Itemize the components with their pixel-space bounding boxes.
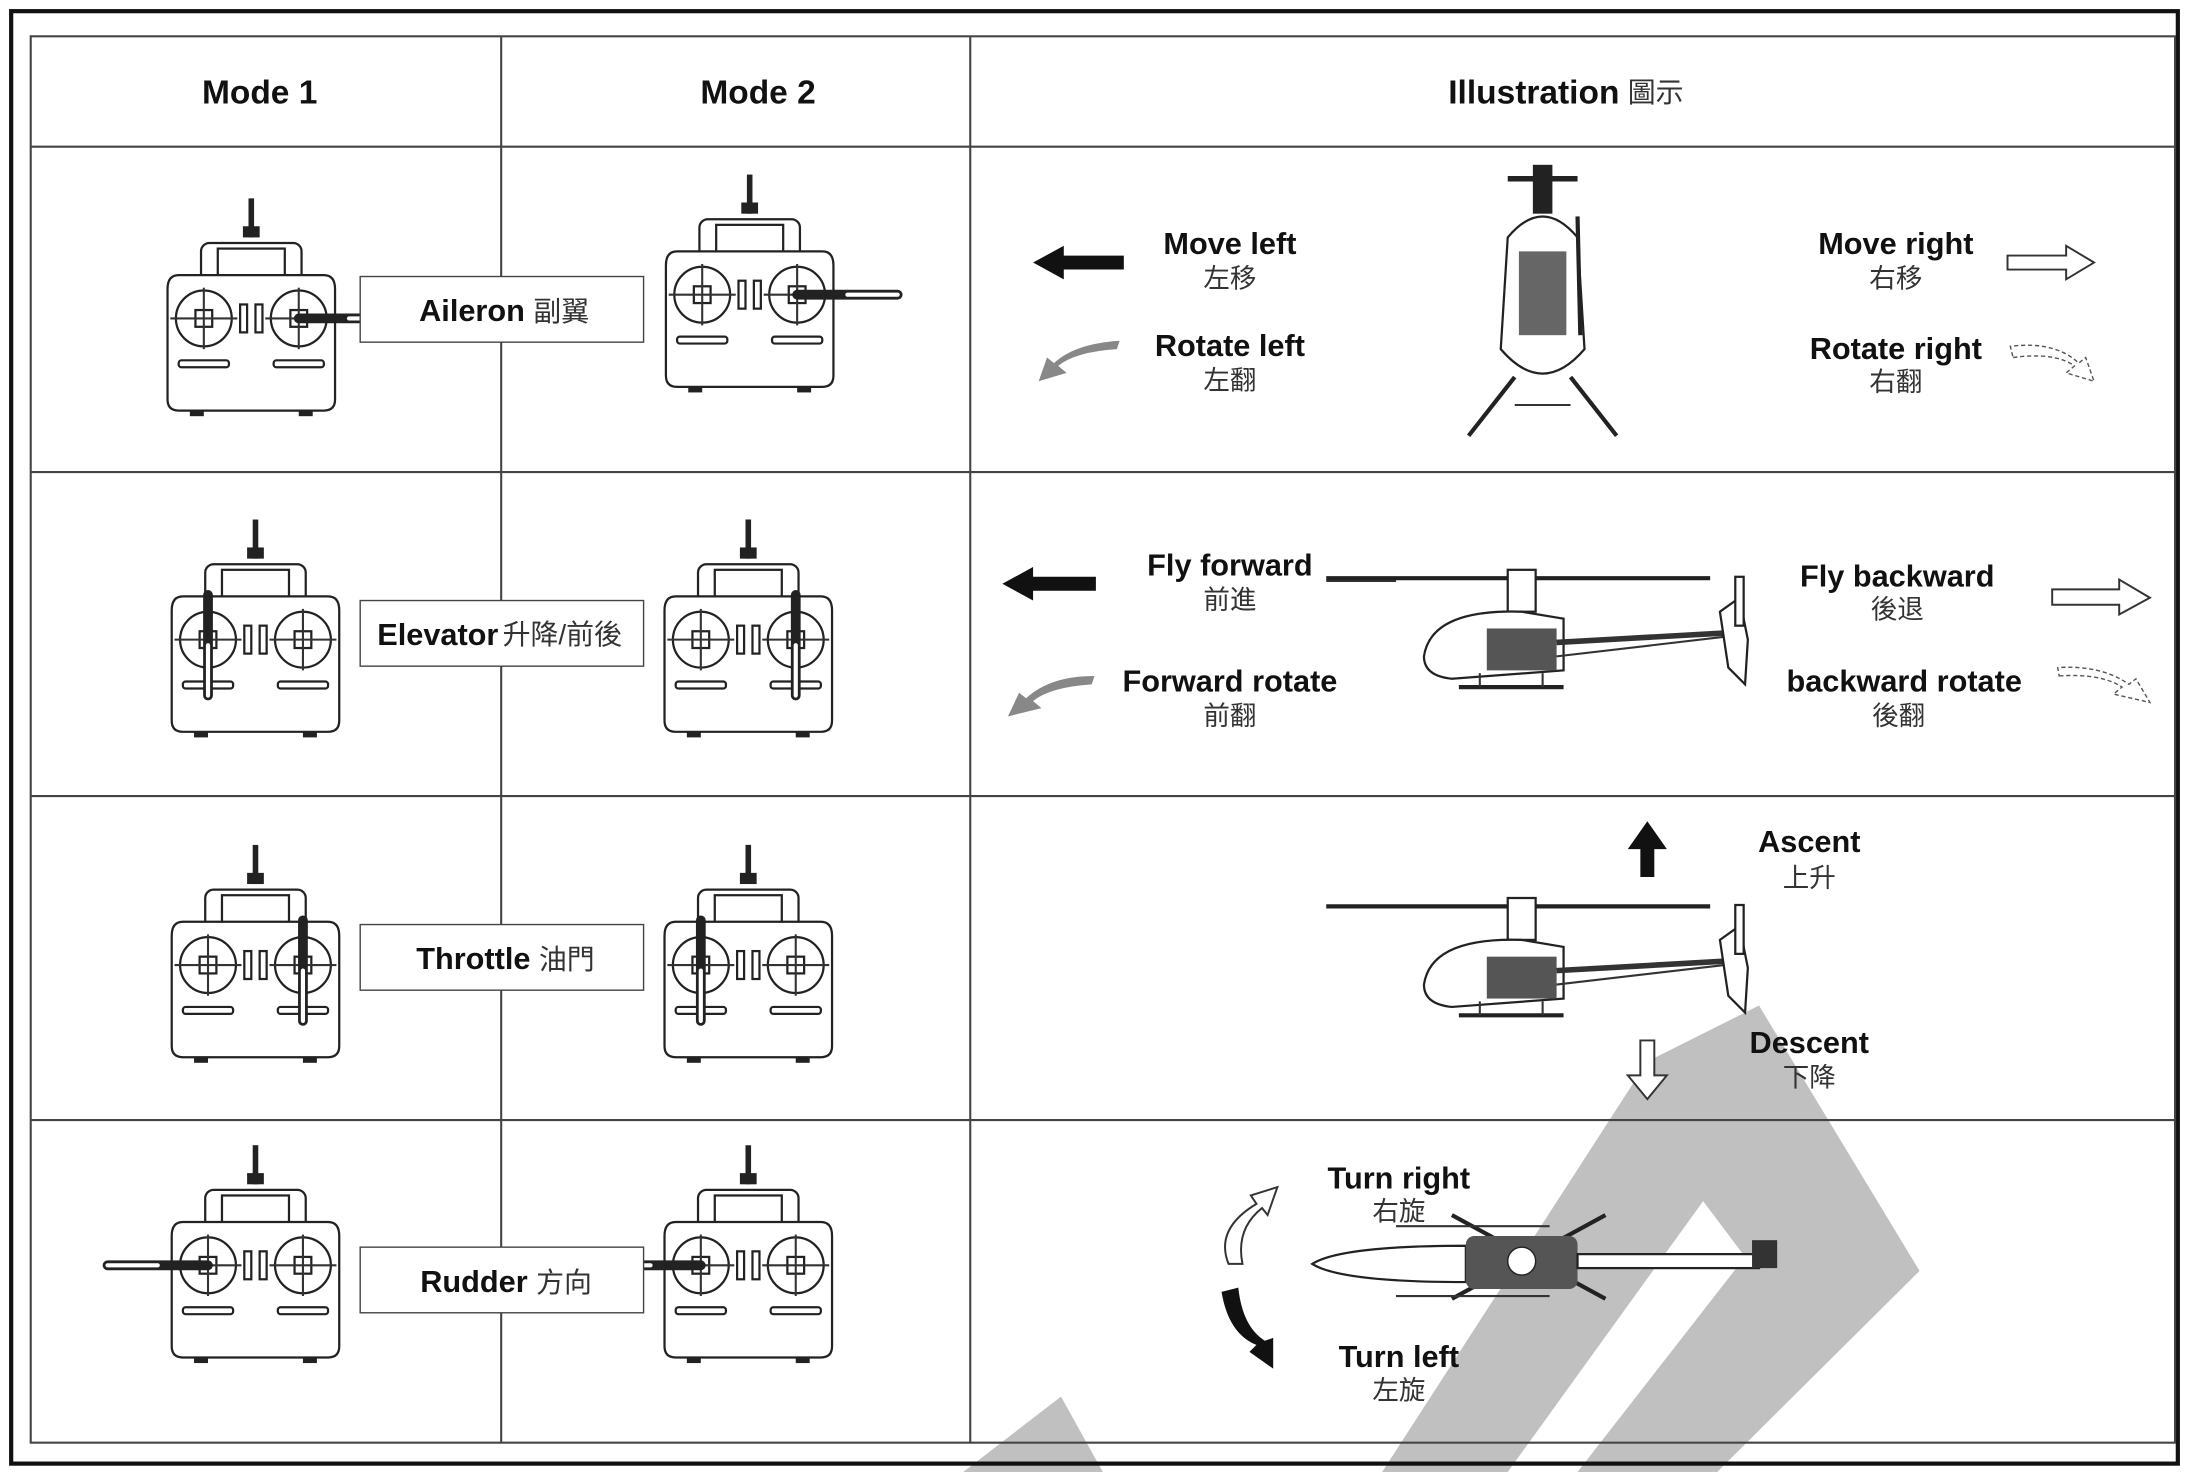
motion-label: Forward rotate — [1122, 663, 1337, 698]
arrow-turn-right — [1224, 1185, 1279, 1265]
transmitter-body — [172, 1145, 340, 1363]
transmitter — [665, 845, 833, 1063]
motion-label-zh: 前翻 — [1203, 701, 1256, 731]
arrow-forward-rotate — [1007, 675, 1095, 717]
motion-label-zh: 左翻 — [1203, 366, 1256, 396]
transmitter — [172, 520, 340, 738]
arrow-turn-left — [1221, 1287, 1274, 1369]
motion-label: Turn left — [1339, 1339, 1460, 1374]
motion-label: backward rotate — [1786, 663, 2021, 698]
header-mode-1: Mode 1 — [202, 74, 317, 111]
elevator-illustration: Fly forward 前進 Forward rotate 前翻 Fly bac… — [1002, 547, 2152, 731]
transmitter-body — [172, 845, 340, 1063]
motion-label-zh: 前進 — [1203, 585, 1256, 615]
function: Throttle — [416, 941, 530, 976]
motion-label-zh: 右移 — [1869, 264, 1922, 294]
watermark — [1382, 1005, 1920, 1472]
label-box — [359, 923, 645, 991]
motion-label: Move right — [1818, 226, 1973, 261]
motion-label: Rotate right — [1810, 331, 1982, 366]
motion-label-zh: 後退 — [1871, 595, 1924, 625]
arrow-right — [2006, 244, 2096, 282]
transmitter-body — [168, 198, 336, 416]
transmitter-body — [172, 520, 340, 738]
helicopter-front — [1466, 164, 1619, 438]
motion-label-zh: 左移 — [1203, 264, 1256, 294]
aileron-illustration: Move left 左移 Rotate left 左翻 Move right 右… — [1033, 164, 2096, 438]
function-labels: Aileron 副翼 Elevator 升降/前後 Throttle 油門 Ru… — [359, 275, 645, 1314]
motion-label-zh: 上升 — [1783, 863, 1836, 893]
rudder-illustration: Turn right 右旋 Turn left 左旋 — [1221, 1160, 1778, 1405]
transmitter-body — [665, 845, 833, 1063]
arrow-backward-rotate — [2056, 666, 2152, 704]
function-zh: 方向 — [536, 1267, 592, 1298]
motion-label-zh: 右翻 — [1869, 367, 1922, 397]
arrow-rotate-left — [1038, 340, 1120, 382]
motion-label: Descent — [1750, 1025, 1869, 1060]
motion-label: Move left — [1163, 226, 1296, 261]
arrow-backward — [2051, 577, 2152, 617]
motion-label-zh: 下降 — [1783, 1063, 1836, 1093]
motion-label: Rotate left — [1155, 328, 1305, 363]
motion-label-zh: 後翻 — [1872, 701, 1925, 731]
transmitter — [666, 175, 903, 393]
helicopter-top — [1310, 1213, 1778, 1301]
motion-label-zh: 右旋 — [1372, 1197, 1425, 1227]
outer-border — [9, 9, 2180, 1466]
header-illustration-zh: 圖示 — [1628, 77, 1684, 108]
throttle-illustration: Ascent 上升 Descent 下降 — [1326, 821, 1869, 1101]
arrow-down — [1625, 1039, 1669, 1101]
table-grid — [29, 35, 2177, 1444]
function: Rudder — [420, 1264, 527, 1299]
function: Elevator — [377, 617, 498, 652]
arrow-forward — [1002, 567, 1096, 601]
motion-label: Turn right — [1328, 1160, 1471, 1195]
header-mode-2: Mode 2 — [700, 74, 815, 111]
transmitter — [172, 845, 340, 1063]
function-zh: 油門 — [539, 944, 595, 975]
function: Aileron — [419, 293, 525, 328]
header-illustration: Illustration — [1448, 74, 1619, 111]
watermark — [963, 1396, 1103, 1472]
helicopter-side — [1326, 898, 1748, 1015]
arrow-rotate-right — [2009, 344, 2096, 383]
motion-label-zh: 左旋 — [1372, 1375, 1425, 1405]
transmitter — [102, 1145, 340, 1363]
function-zh: 升降/前後 — [503, 619, 622, 650]
transmitter-body — [666, 175, 834, 393]
motion-label: Ascent — [1758, 824, 1860, 859]
arrow-up — [1627, 821, 1667, 878]
transmitter-body — [665, 520, 833, 738]
label-box — [359, 599, 645, 667]
label-box — [359, 1246, 645, 1314]
transmitters — [102, 175, 903, 1363]
motion-label: Fly forward — [1147, 547, 1312, 582]
arrow-left — [1033, 245, 1124, 280]
helicopter-side — [1326, 570, 1748, 687]
function-zh: 副翼 — [533, 296, 589, 327]
motion-label: Fly backward — [1800, 559, 1995, 594]
transmitter-body — [665, 1145, 833, 1363]
label-box — [359, 275, 645, 343]
transmitter — [665, 520, 833, 738]
